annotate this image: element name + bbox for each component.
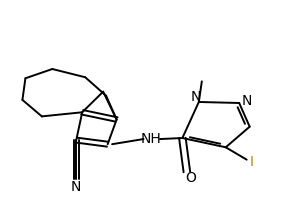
Text: N: N: [242, 94, 252, 108]
Text: N: N: [191, 90, 201, 104]
Text: N: N: [71, 180, 81, 194]
Text: O: O: [185, 171, 196, 185]
Text: I: I: [249, 155, 253, 169]
Text: NH: NH: [141, 132, 161, 146]
